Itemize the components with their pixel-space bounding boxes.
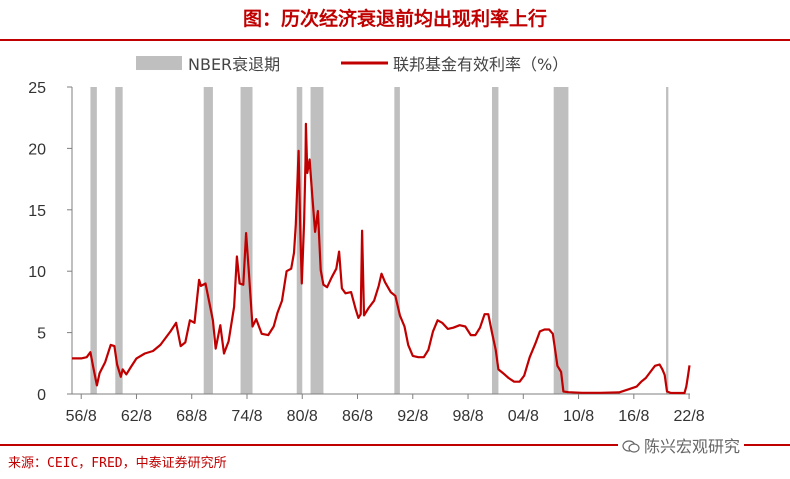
footer-rule xyxy=(0,444,790,446)
chart-title: 图：历次经济衰退前均出现利率上行 xyxy=(242,8,547,30)
x-axis: 56/8 62/8 68/8 74/8 80/8 86/8 92/8 98/8 04/8 10/8… xyxy=(66,393,705,425)
series-layer xyxy=(72,122,691,395)
x-tick-label: 74/8 xyxy=(231,408,262,425)
line-chart: 0 5 10 15 20 25 56/8 62/8 68/8 74/8 80/8 86/8 92/8 9… xyxy=(28,55,705,425)
y-axis: 0 5 10 15 20 25 xyxy=(28,80,73,404)
x-tick-label: 22/8 xyxy=(674,408,705,425)
recession-bands xyxy=(90,87,669,394)
x-tick-label: 56/8 xyxy=(66,408,97,425)
wechat-icon xyxy=(622,440,640,453)
source-note: 来源：CEIC，FRED，中泰证券研究所 xyxy=(8,456,227,471)
legend-label-recession: NBER衰退期 xyxy=(188,55,280,74)
x-tick-label: 16/8 xyxy=(618,408,649,425)
x-tick-label: 80/8 xyxy=(287,408,318,425)
watermark-text: 陈兴宏观研究 xyxy=(644,437,741,456)
series-line-fed-funds-rate xyxy=(72,122,691,395)
x-tick-label: 86/8 xyxy=(342,408,373,425)
x-tick-label: 10/8 xyxy=(563,408,594,425)
recession-band xyxy=(394,87,400,394)
x-tick-label: 98/8 xyxy=(452,408,483,425)
recession-band xyxy=(491,87,499,394)
recession-band xyxy=(115,87,123,394)
y-tick-label: 5 xyxy=(37,326,46,343)
legend-swatch-recession xyxy=(136,56,182,70)
y-tick-label: 20 xyxy=(28,141,46,158)
x-tick-label: 04/8 xyxy=(508,408,539,425)
x-tick-label: 68/8 xyxy=(176,408,207,425)
legend-label-rate: 联邦基金有效利率（%） xyxy=(393,55,568,74)
x-tick-label: 62/8 xyxy=(121,408,152,425)
recession-band xyxy=(553,87,569,394)
recession-band xyxy=(203,87,213,394)
recession-band xyxy=(90,87,97,394)
x-tick-label: 92/8 xyxy=(397,408,428,425)
y-tick-label: 25 xyxy=(28,80,46,97)
recession-band xyxy=(666,87,669,394)
recession-band xyxy=(310,87,324,394)
watermark: 陈兴宏观研究 xyxy=(618,433,745,457)
title-underline xyxy=(0,39,790,41)
y-tick-label: 0 xyxy=(37,387,46,404)
y-tick-label: 10 xyxy=(28,264,46,281)
y-tick-label: 15 xyxy=(28,203,46,220)
legend: NBER衰退期 联邦基金有效利率（%） xyxy=(136,55,568,74)
